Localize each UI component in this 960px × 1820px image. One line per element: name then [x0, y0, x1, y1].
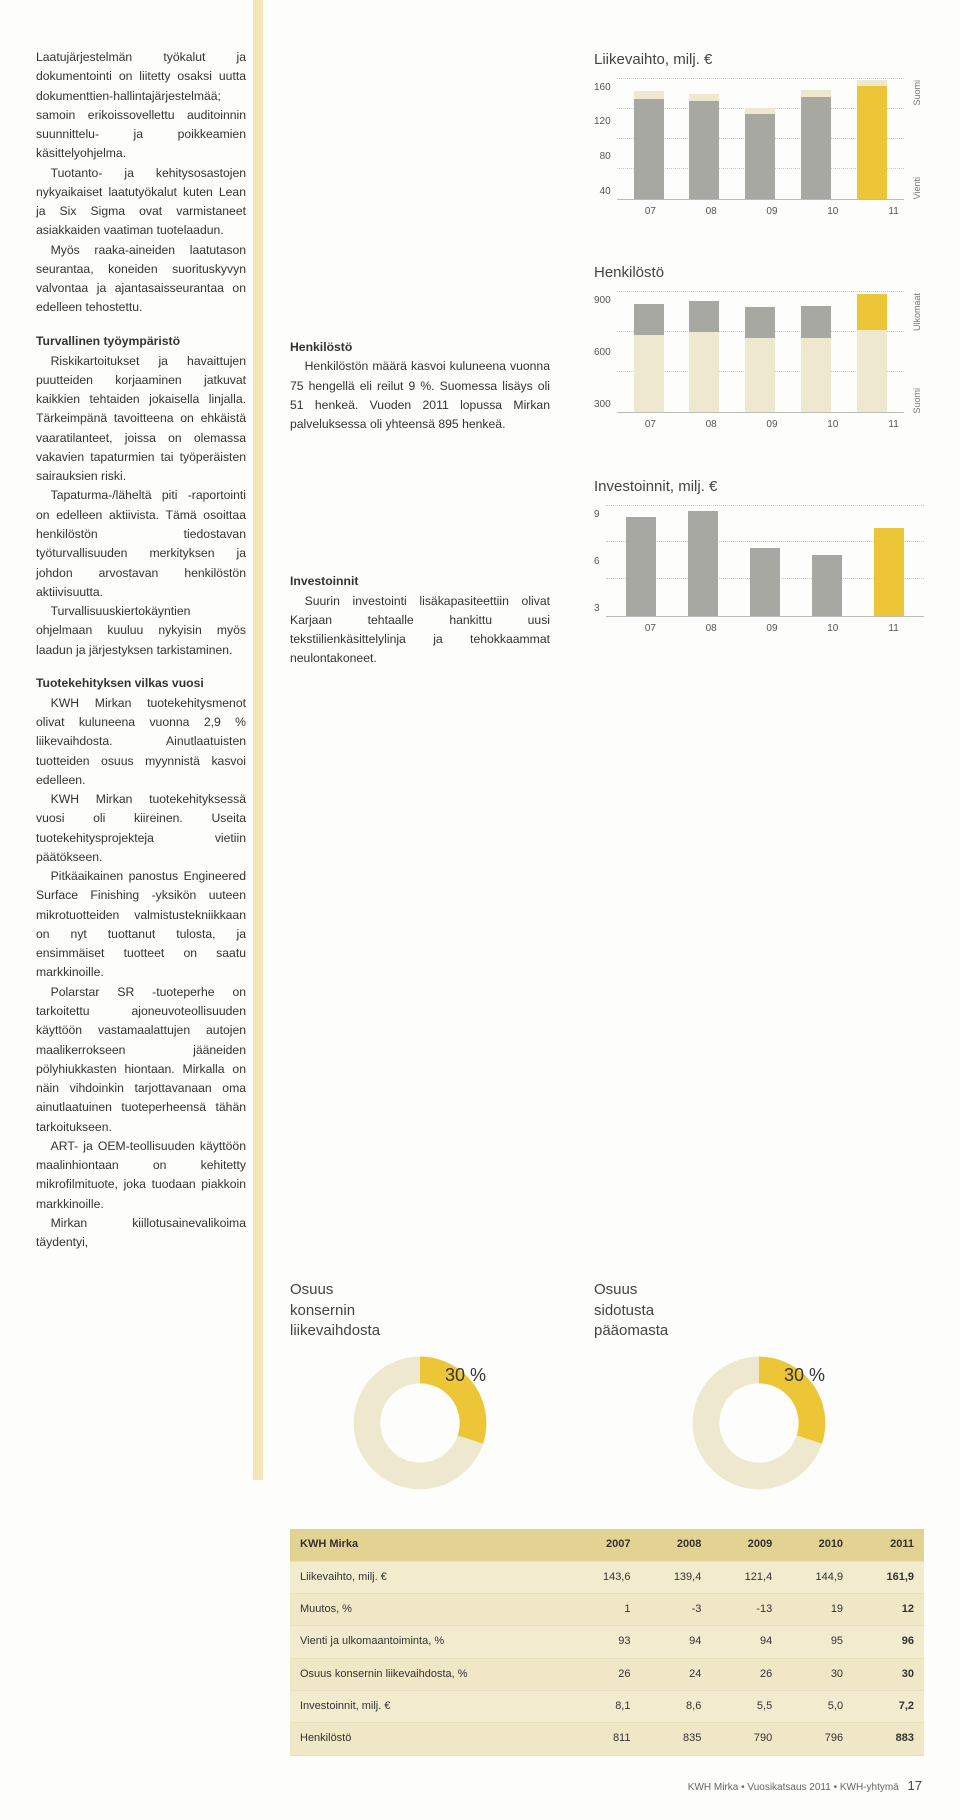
section-heading: Investoinnit — [290, 572, 550, 591]
table-cell: 121,4 — [711, 1561, 782, 1593]
table-cell: Muutos, % — [290, 1593, 570, 1625]
chart-legend: SuomiVienti — [904, 80, 924, 200]
revenue-chart: Liikevaihto, milj. € 1601208040 SuomiVie… — [594, 48, 924, 219]
table-cell: 811 — [570, 1723, 641, 1755]
table-cell: 12 — [853, 1593, 924, 1625]
body-text: Laatujärjestelmän työkalut ja dokumentoi… — [36, 48, 246, 164]
table-cell: -13 — [711, 1593, 782, 1625]
table-row: Osuus konsernin liikevaihdosta, %2624263… — [290, 1658, 924, 1690]
chart-title: Henkilöstö — [594, 261, 924, 285]
body-text: Henkilöstön määrä kasvoi kuluneena vuonn… — [290, 357, 550, 434]
table-cell: 5,0 — [782, 1691, 853, 1723]
chart-bars — [617, 293, 904, 412]
chart-bars — [617, 80, 904, 199]
donut-title: Osuuskonserninliikevaihdosta — [290, 1280, 550, 1341]
table-cell: 139,4 — [640, 1561, 711, 1593]
page-footer: KWH Mirka • Vuosikatsaus 2011 • KWH-yhty… — [36, 1776, 924, 1797]
page-number: 17 — [908, 1778, 922, 1793]
body-text: Riskikartoitukset ja havaittujen puuttei… — [36, 352, 246, 487]
table-cell: 19 — [782, 1593, 853, 1625]
body-text: Myös raaka-aineiden laatutason seurantaa… — [36, 241, 246, 318]
table-cell: 7,2 — [853, 1691, 924, 1723]
y-axis: 963 — [594, 507, 606, 617]
table-cell: 93 — [570, 1626, 641, 1658]
body-text: Tapaturma-/läheltä piti -raportointi on … — [36, 486, 246, 602]
table-cell: 143,6 — [570, 1561, 641, 1593]
table-cell: 30 — [853, 1658, 924, 1690]
table-row: Muutos, %1-3-131912 — [290, 1593, 924, 1625]
table-cell: Investoinnit, milj. € — [290, 1691, 570, 1723]
table-cell: 24 — [640, 1658, 711, 1690]
table-cell: 1 — [570, 1593, 641, 1625]
charts-column: Liikevaihto, milj. € 1601208040 SuomiVie… — [594, 48, 924, 1252]
table-header-cell: 2009 — [711, 1529, 782, 1561]
table-cell: Vienti ja ulkomaantoiminta, % — [290, 1626, 570, 1658]
table-cell: 94 — [711, 1626, 782, 1658]
table-row: Investoinnit, milj. €8,18,65,55,07,2 — [290, 1691, 924, 1723]
body-text: Suurin investointi lisäkapasiteettiin ol… — [290, 592, 550, 669]
footer-text: KWH Mirka • Vuosikatsaus 2011 • KWH-yhty… — [688, 1782, 899, 1793]
body-text: ART- ja OEM-teollisuuden käyttöön maalin… — [36, 1137, 246, 1214]
table-cell: 94 — [640, 1626, 711, 1658]
table-cell: 26 — [570, 1658, 641, 1690]
table-cell: Osuus konsernin liikevaihdosta, % — [290, 1658, 570, 1690]
donut-percent: 30 % — [784, 1361, 825, 1389]
table-header-cell: 2008 — [640, 1529, 711, 1561]
table-row: Vienti ja ulkomaantoiminta, %9394949596 — [290, 1626, 924, 1658]
chart-title: Investoinnit, milj. € — [594, 475, 924, 499]
body-text: Tuotanto- ja kehitysosastojen nykyaikais… — [36, 164, 246, 241]
chart-title: Liikevaihto, milj. € — [594, 48, 924, 72]
table-cell: Liikevaihto, milj. € — [290, 1561, 570, 1593]
table-cell: 835 — [640, 1723, 711, 1755]
table-header-cell: KWH Mirka — [290, 1529, 570, 1561]
table-cell: 30 — [782, 1658, 853, 1690]
donut-percent: 30 % — [445, 1361, 486, 1389]
table-cell: 790 — [711, 1723, 782, 1755]
x-axis: 0708091011 — [594, 417, 924, 433]
text-column-2: Henkilöstö Henkilöstön määrä kasvoi kulu… — [290, 48, 550, 1252]
y-axis: 1601208040 — [594, 80, 617, 200]
table-row: Henkilöstö811835790796883 — [290, 1723, 924, 1755]
table-cell: 883 — [853, 1723, 924, 1755]
table-cell: 96 — [853, 1626, 924, 1658]
table-cell: -3 — [640, 1593, 711, 1625]
table-cell: 5,5 — [711, 1691, 782, 1723]
table-header-row: KWH Mirka20072008200920102011 — [290, 1529, 924, 1561]
body-text: KWH Mirkan tuotekehityksessä vuosi oli k… — [36, 790, 246, 867]
donut-paaoma: Osuussidotustapääomasta 30 % — [594, 1280, 924, 1493]
table-header-cell: 2010 — [782, 1529, 853, 1561]
table-row: Liikevaihto, milj. €143,6139,4121,4144,9… — [290, 1561, 924, 1593]
table-cell: Henkilöstö — [290, 1723, 570, 1755]
personnel-chart: Henkilöstö 900600300 UlkomaatSuomi 07080… — [594, 261, 924, 432]
investments-chart: Investoinnit, milj. € 963 0708091011 — [594, 475, 924, 636]
body-text: Mirkan kiillotusainevalikoima täydentyi, — [36, 1214, 246, 1253]
page-body: Laatujärjestelmän työkalut ja dokumentoi… — [0, 0, 960, 1820]
table-cell: 8,6 — [640, 1691, 711, 1723]
table-cell: 8,1 — [570, 1691, 641, 1723]
section-heading: Henkilöstö — [290, 338, 550, 357]
table-body: Liikevaihto, milj. €143,6139,4121,4144,9… — [290, 1561, 924, 1755]
financials-table: KWH Mirka20072008200920102011 Liikevaiht… — [290, 1529, 924, 1756]
body-text: Turvallisuuskiertokäyntien ohjelmaan kuu… — [36, 602, 246, 660]
table-header-cell: 2007 — [570, 1529, 641, 1561]
body-text: Pitkäaikainen panostus Engineered Surfac… — [36, 867, 246, 983]
section-heading: Tuotekehityksen vilkas vuosi — [36, 674, 246, 693]
table-cell: 95 — [782, 1626, 853, 1658]
section-heading: Turvallinen työympäristö — [36, 332, 246, 351]
donut-title: Osuussidotustapääomasta — [594, 1280, 924, 1341]
table-cell: 796 — [782, 1723, 853, 1755]
table-cell: 144,9 — [782, 1561, 853, 1593]
text-column-1: Laatujärjestelmän työkalut ja dokumentoi… — [36, 48, 246, 1252]
table-cell: 26 — [711, 1658, 782, 1690]
donut-liikevaihto: Osuuskonserninliikevaihdosta 30 % — [290, 1280, 550, 1493]
y-axis: 900600300 — [594, 293, 617, 413]
body-text: Polarstar SR -tuoteperhe on tarkoitettu … — [36, 983, 246, 1137]
table-header-cell: 2011 — [853, 1529, 924, 1561]
chart-legend: UlkomaatSuomi — [904, 293, 924, 413]
body-text: KWH Mirkan tuotekehitysmenot olivat kulu… — [36, 694, 246, 790]
table-cell: 161,9 — [853, 1561, 924, 1593]
x-axis: 0708091011 — [594, 621, 924, 637]
x-axis: 0708091011 — [594, 204, 924, 220]
chart-bars — [606, 507, 924, 616]
